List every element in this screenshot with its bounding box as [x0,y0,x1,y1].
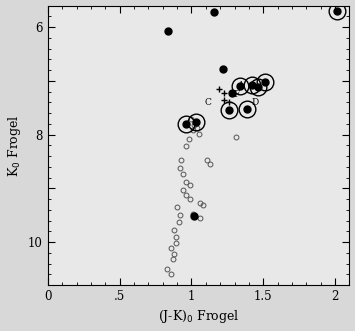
Text: F: F [234,90,240,99]
Text: D: D [251,98,258,107]
Text: C: C [204,98,211,107]
X-axis label: (J-K)$_0$ Frogel: (J-K)$_0$ Frogel [158,308,239,325]
Text: A: A [237,80,243,90]
Y-axis label: K$_0$ Frogel: K$_0$ Frogel [6,114,23,177]
